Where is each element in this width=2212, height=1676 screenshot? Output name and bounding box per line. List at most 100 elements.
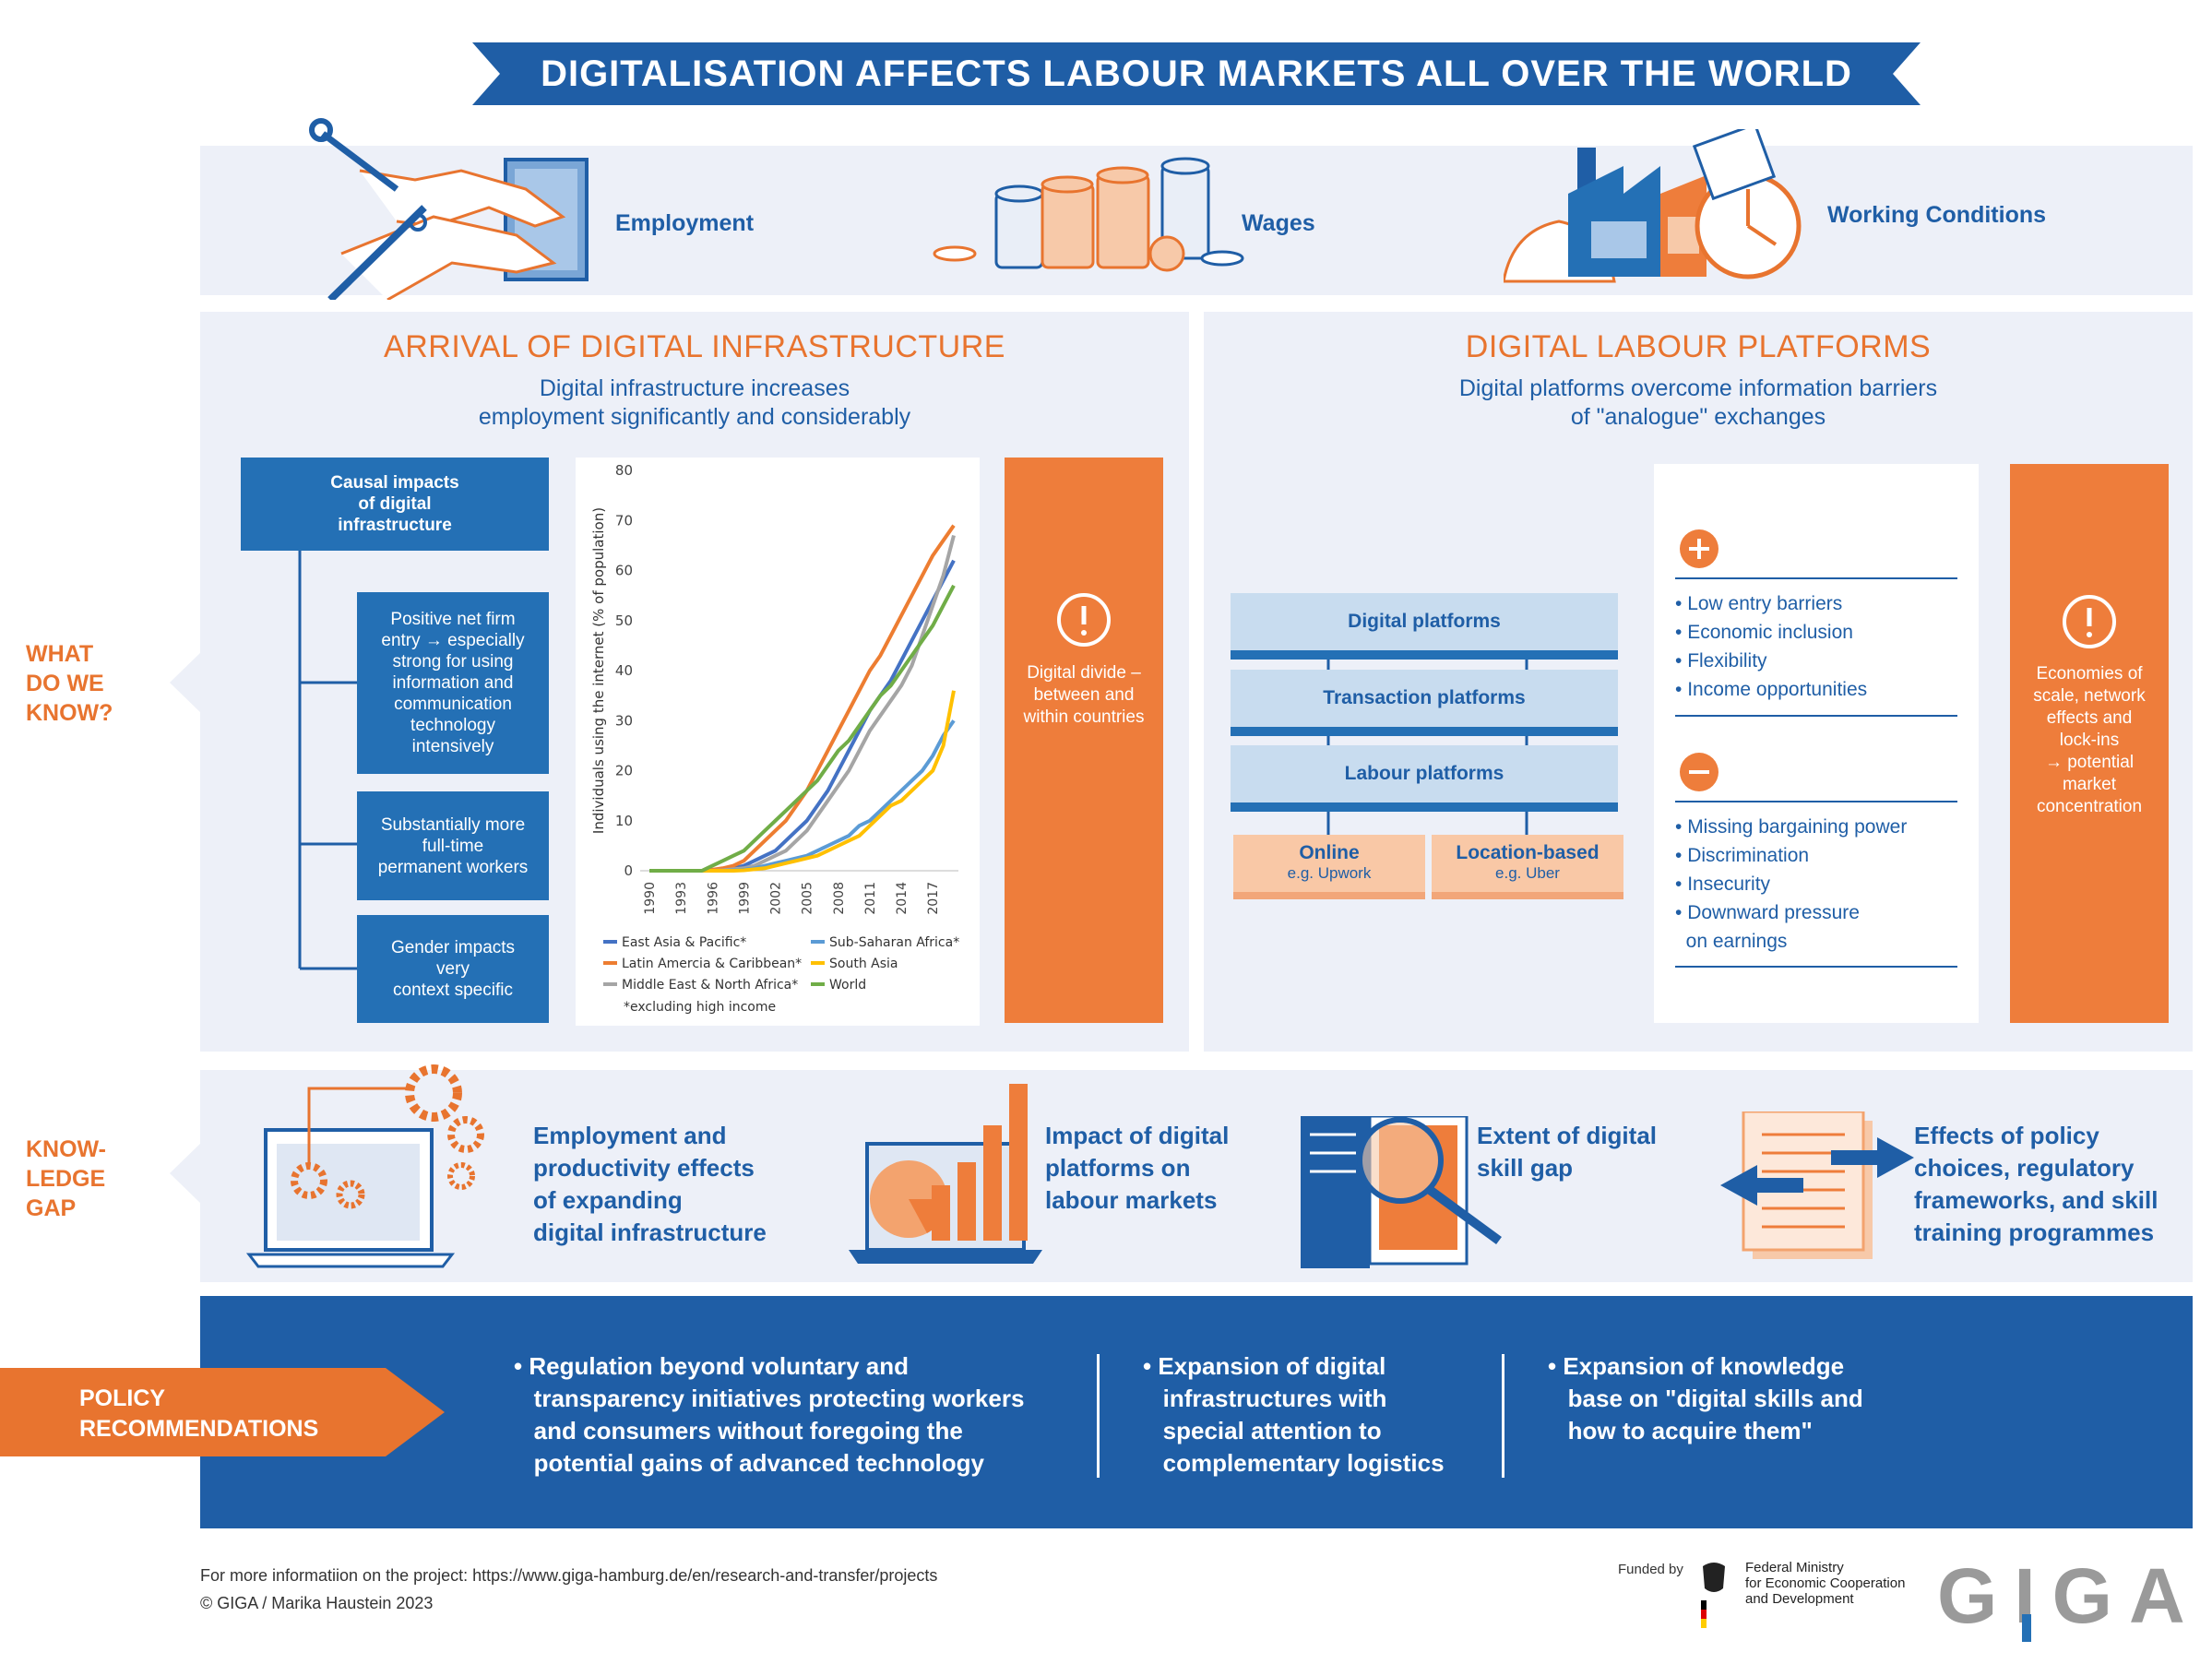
- factory-clock-icon: [1504, 129, 1802, 283]
- gap-line: Extent of digital: [1477, 1122, 1657, 1149]
- banner-shape: [472, 42, 1921, 105]
- page-title: DIGITALISATION AFFECTS LABOUR MARKETS AL…: [541, 53, 1852, 94]
- policy-line: Expansion of knowledge: [1563, 1352, 1845, 1380]
- legend-label: Sub-Saharan Africa*: [829, 935, 959, 950]
- tablet-hand-icon: [309, 118, 589, 300]
- impact-line: context specific: [393, 981, 513, 1000]
- y-tick-label: 40: [615, 662, 633, 679]
- market-concentration-text: Economies of scale, network effects and …: [2010, 663, 2169, 818]
- legend-label: Middle East & North Africa*: [622, 978, 798, 993]
- pros-list: • Low entry barriers • Economic inclusio…: [1675, 589, 1867, 704]
- series-line: [649, 584, 956, 873]
- policy-line: complementary logistics: [1162, 1449, 1445, 1477]
- divider: [1675, 715, 1957, 717]
- y-tick-label: 0: [624, 862, 633, 879]
- alert-line: Economies of: [2036, 664, 2143, 683]
- digital-platforms-box: Digital platforms: [1231, 593, 1618, 660]
- subtitle-line: employment significantly and considerabl…: [478, 404, 911, 430]
- pros-item-text: Flexibility: [1687, 650, 1767, 672]
- legend-label: Latin Amercia & Caribbean*: [622, 957, 802, 971]
- online-label: Online: [1299, 842, 1360, 863]
- y-tick-label: 10: [615, 813, 633, 829]
- digital-divide-box: Digital divide – between and within coun…: [1005, 458, 1163, 1023]
- x-tick-label: 2011: [863, 882, 878, 915]
- cons-item-text: Discrimination: [1687, 845, 1810, 866]
- working-conditions-label: Working Conditions: [1827, 202, 2047, 228]
- pros-item: • Flexibility: [1675, 650, 1767, 672]
- pros-item-text: Low entry barriers: [1687, 593, 1843, 614]
- policy-label-line: RECOMMENDATIONS: [79, 1416, 319, 1442]
- gap-line: Effects of policy: [1914, 1122, 2099, 1149]
- alert-line: between and: [1033, 685, 1135, 705]
- impact-line: Positive net firm: [390, 610, 516, 629]
- alert-line: lock-ins: [2059, 731, 2120, 750]
- y-axis-label: Individuals using the internet (% of pop…: [590, 507, 607, 834]
- digital-infrastructure-subtitle: Digital infrastructure increases employm…: [200, 374, 1189, 432]
- digital-infrastructure-title: ARRIVAL OF DIGITAL INFRASTRUCTURE: [384, 329, 1005, 364]
- x-tick-label: 1993: [674, 882, 689, 915]
- gap-line: platforms on: [1045, 1154, 1191, 1182]
- causal-head-line: of digital: [358, 494, 432, 514]
- alert-line: within countries: [1023, 707, 1145, 727]
- policy-line: Regulation beyond voluntary and: [529, 1352, 910, 1380]
- y-tick-label: 20: [615, 763, 633, 779]
- ministry-line: Federal Ministry: [1745, 1560, 1844, 1575]
- divider: [1675, 966, 1957, 968]
- wages-label: Wages: [1242, 210, 1315, 236]
- location-example: e.g. Uber: [1495, 864, 1560, 882]
- impact-line: entry → especially: [381, 631, 525, 650]
- pointer-arrow-icon: [170, 1141, 203, 1206]
- impact-line: very: [436, 959, 470, 979]
- subtitle-line: Digital platforms overcome information b…: [1458, 375, 1938, 401]
- impact-line: information and: [392, 673, 514, 693]
- divider: [1675, 801, 1957, 802]
- plus-icon: [1680, 529, 1718, 568]
- what-do-we-know-label: WHAT DO WE KNOW?: [26, 639, 113, 728]
- impact-firm-entry-box: Positive net firm entry → especially str…: [357, 592, 549, 774]
- cons-list: • Missing bargaining power • Discriminat…: [1675, 813, 1907, 956]
- project-info-link[interactable]: For more informatiion on the project: ht…: [200, 1566, 938, 1585]
- policy-line: potential gains of advanced technology: [533, 1449, 984, 1477]
- alert-line: effects and: [2046, 708, 2133, 728]
- policy-line: transparency initiatives protecting work…: [533, 1385, 1025, 1412]
- impact-line: strong for using: [392, 652, 514, 672]
- gap-line: skill gap: [1477, 1154, 1574, 1182]
- employment-label: Employment: [615, 210, 755, 236]
- gap-line: training programmes: [1914, 1218, 2155, 1246]
- legend-label: World: [829, 978, 866, 993]
- gap-policy-effects: Effects of policy choices, regulatory fr…: [1914, 1120, 2158, 1249]
- alert-icon: [2063, 595, 2116, 648]
- impact-line: technology: [410, 716, 495, 735]
- causal-head-line: Causal impacts: [330, 473, 459, 493]
- digital-labour-platforms-title: DIGITAL LABOUR PLATFORMS: [1465, 329, 1932, 364]
- causal-impacts-header: Causal impacts of digital infrastructure: [241, 458, 549, 551]
- chart-note: *excluding high income: [624, 1000, 776, 1015]
- policy-divider: [1502, 1354, 1504, 1478]
- transaction-platforms-box: Transaction platforms: [1231, 670, 1618, 736]
- what-line: WHAT: [26, 641, 94, 667]
- alert-line: scale, network: [2033, 686, 2146, 706]
- digital-divide-text: Digital divide – between and within coun…: [1005, 662, 1163, 729]
- x-tick-label: 2005: [801, 882, 815, 915]
- gap-line: GAP: [26, 1195, 77, 1221]
- subtitle-line: of "analogue" exchanges: [1570, 404, 1826, 430]
- giga-logo: GIGA: [1937, 1552, 2202, 1639]
- pros-cons-card: • Low entry barriers • Economic inclusio…: [1654, 464, 1979, 1023]
- policy-line: how to acquire them": [1567, 1417, 1813, 1444]
- impact-line: Gender impacts: [390, 938, 516, 957]
- documents-arrows-icon: [1720, 1111, 1914, 1259]
- policy-arrow: [0, 1368, 445, 1456]
- y-tick-label: 80: [615, 462, 633, 479]
- cons-item-text: on earnings: [1685, 931, 1788, 952]
- policy-label: POLICY RECOMMENDATIONS: [79, 1384, 318, 1444]
- cons-item: • Downward pressure: [1675, 902, 1860, 923]
- gap-line: labour markets: [1045, 1186, 1218, 1214]
- series-line: [649, 535, 956, 873]
- policy-line: special attention to: [1162, 1417, 1382, 1444]
- series-line: [649, 559, 956, 873]
- subtitle-line: Digital infrastructure increases: [539, 375, 850, 401]
- alert-line: Digital divide –: [1027, 663, 1141, 683]
- coins-icon: [933, 157, 1244, 272]
- gap-skill-gap: Extent of digital skill gap: [1477, 1120, 1657, 1184]
- location-based-platform-box: Location-based e.g. Uber: [1432, 835, 1623, 899]
